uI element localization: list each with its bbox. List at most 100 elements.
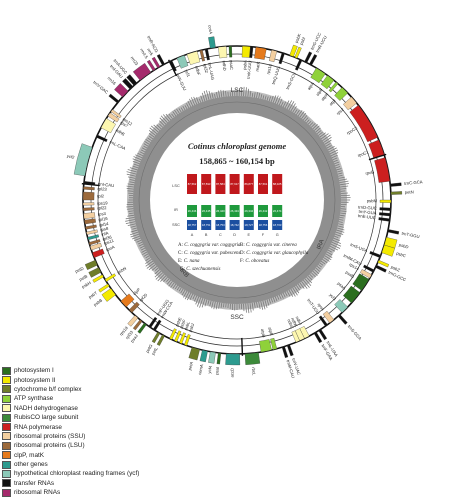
bar-value-label: 87,593 <box>202 182 211 186</box>
bar-value-label: 26,446 <box>188 209 197 213</box>
gene-block-ycf4 <box>208 352 215 364</box>
gene-block-rpl14 <box>85 225 96 230</box>
genome-size-range: 158,865 ~ 160,154 bp <box>199 156 275 166</box>
gene-label: ycf1 <box>184 69 192 79</box>
gene-label: rps19 <box>97 200 108 205</box>
gene-block-matk <box>254 47 266 59</box>
bar-row-label-ssc: SSC <box>172 223 180 227</box>
gene-block-rpl16 <box>84 219 95 224</box>
species-key-entry: F: C. obovatus <box>240 259 269 264</box>
region-label-lsc: LSC <box>231 87 244 94</box>
gene-label: rrn16 <box>107 76 118 87</box>
gene-block-trnv-uac <box>287 345 293 356</box>
bar-value-label: 26,445 <box>202 209 211 213</box>
legend-swatch <box>2 489 11 497</box>
gene-label: rbcL <box>251 367 257 376</box>
bar-value-label: 26,344 <box>245 209 254 213</box>
gene-block-atpe <box>270 338 276 350</box>
bar-row-label-lsc: LSC <box>172 184 180 188</box>
gene-label: psbD <box>398 242 409 249</box>
legend-swatch <box>2 414 11 422</box>
gene-label: trnT-GGU <box>401 231 420 240</box>
gene-label: rps3 <box>97 211 106 217</box>
gene-label: petD <box>74 266 84 274</box>
gene-block-ndhb <box>101 118 116 132</box>
legend-label: transfer RNAs <box>14 480 54 487</box>
gene-label: trnV-GAC <box>92 80 109 95</box>
gene-label: atpE <box>267 327 274 337</box>
gene-block-trnq-uug <box>279 53 285 64</box>
gene-block-trnt-ggu <box>388 229 399 234</box>
legend-row: ribosomal proteins (SSU) <box>2 432 202 441</box>
gene-block-psbb <box>102 288 116 301</box>
gc-tick <box>223 303 224 307</box>
legend-row: transfer RNAs <box>2 479 202 488</box>
legend-swatch <box>2 432 11 440</box>
bar-value-label: 87,584 <box>216 182 225 186</box>
bar-column-id: G <box>276 233 279 237</box>
gene-label: matK <box>255 61 261 72</box>
bar-value-label: 87,591 <box>259 182 268 186</box>
gc-tick <box>127 191 133 192</box>
gene-label: accD <box>229 368 234 378</box>
gene-block-psai <box>217 353 221 364</box>
gene-label: rpoB <box>365 169 375 176</box>
bar-row-label-ir: IR <box>174 208 178 212</box>
bar-value-label: 18,753 <box>216 223 225 227</box>
species-key-entry: G: C. szechuanensis <box>180 267 220 272</box>
region-boundary-tick <box>242 338 243 356</box>
legend-label: other genes <box>14 461 48 468</box>
gene-block-rpl32 <box>200 50 205 61</box>
legend-swatch <box>2 442 11 450</box>
gene-label: ycf2 <box>66 153 75 160</box>
gene-label: psbC <box>396 251 407 259</box>
gene-label: clpP <box>132 287 142 296</box>
bar-column-id: D <box>233 233 236 237</box>
species-key-entry: A: C. coggygria var. coggygria <box>178 243 241 248</box>
gene-block-trnv-gac <box>109 94 119 103</box>
gene-label: petN <box>405 189 414 194</box>
gene-label: psbH <box>81 280 92 289</box>
gene-label: rpl20 <box>138 292 149 303</box>
gene-block-rps3 <box>84 212 95 218</box>
gene-block-peta <box>189 347 200 360</box>
gene-block-psbz <box>378 260 389 267</box>
gene-block-psbj <box>184 334 190 345</box>
gene-label: trnC-GCA <box>404 179 423 186</box>
gene-block-psbn <box>105 274 116 282</box>
species-key-entry: B: C. coggygria var. cinerea <box>240 243 297 248</box>
bar-value-label: 87,617 <box>230 182 239 186</box>
gene-label: rps16 <box>266 63 274 75</box>
gene-block-rps16 <box>269 50 277 62</box>
legend-label: ribosomal RNAs <box>14 489 60 496</box>
gene-label: psaI <box>214 367 220 375</box>
gene-block-ycf2 <box>74 144 92 176</box>
gene-block-psac <box>229 46 232 57</box>
gene-label: psaB <box>345 270 356 280</box>
gene-label: trnS-GGA <box>347 324 363 341</box>
gene-block-petn <box>391 191 402 194</box>
gene-block-rpl22 <box>83 207 94 210</box>
bar-value-label: 26,474 <box>273 209 282 213</box>
gc-tick <box>127 209 133 210</box>
gene-block-ndhd <box>218 46 227 58</box>
bar-value-label: 88,025 <box>273 182 282 186</box>
legend-swatch <box>2 385 11 393</box>
gene-label: psbM <box>367 198 378 203</box>
gene-label: trnS-UGA <box>350 242 369 253</box>
legend-swatch <box>2 461 11 469</box>
gene-block-trng-gcc <box>375 265 386 272</box>
gene-label: ndhF <box>194 65 202 76</box>
gene-block-rps8 <box>86 230 97 235</box>
gene-block-infa <box>88 235 99 240</box>
gene-label: psaC <box>229 60 234 70</box>
legend-swatch <box>2 367 11 375</box>
gene-block-psbm <box>380 200 391 203</box>
gene-label: trnQ-UUG <box>271 66 281 85</box>
legend-swatch <box>2 479 11 487</box>
gene-block-clpp <box>121 294 134 307</box>
bar-value-label: 18,703 <box>273 223 282 227</box>
legend-swatch <box>2 404 11 412</box>
legend-swatch <box>2 423 11 431</box>
